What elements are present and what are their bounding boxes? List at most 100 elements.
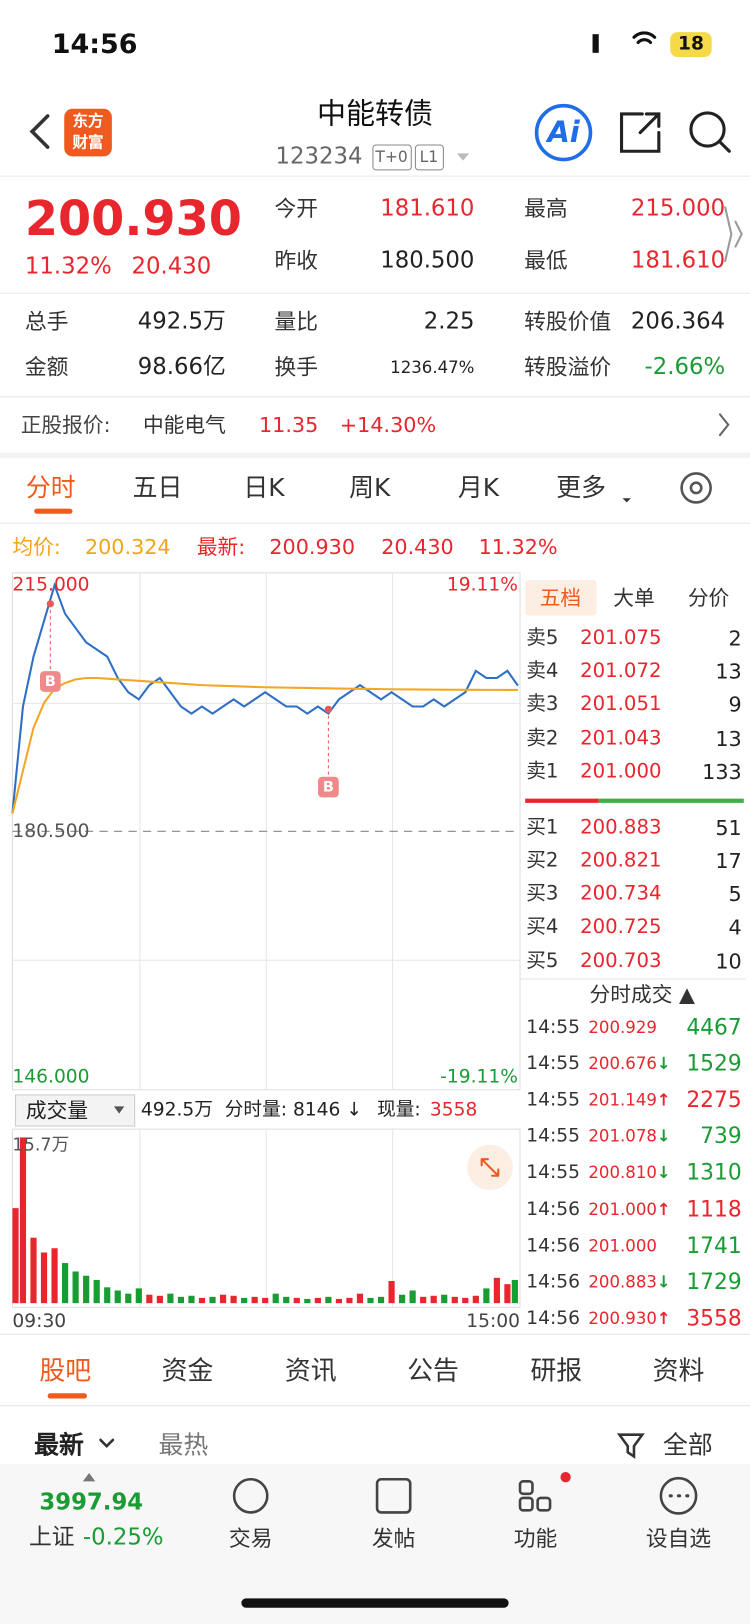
trade-volume: 2275	[686, 1087, 742, 1113]
book-tab[interactable]: 五档	[539, 585, 582, 611]
nav-item[interactable]: 设自选	[645, 1526, 712, 1552]
volume-bar	[72, 1271, 79, 1304]
field-label: 金额	[24, 354, 69, 380]
search[interactable]	[689, 111, 726, 148]
marker-label: B	[322, 778, 334, 796]
tab-bg	[525, 580, 597, 616]
y-tick-label: 15.7万	[12, 1134, 70, 1156]
settings[interactable]	[680, 472, 712, 504]
summary-text: 200.324	[84, 534, 171, 560]
book-level: 买3	[526, 882, 559, 905]
book-tab[interactable]: 大单	[613, 585, 655, 611]
chart-tab[interactable]: 日K	[243, 473, 285, 503]
bottom-tab[interactable]: 研报	[530, 1355, 583, 1386]
field-label: 最低	[524, 248, 568, 273]
trade-volume: 3558	[686, 1305, 742, 1331]
field-label: 今开	[274, 196, 319, 222]
underlying-pct: +14.30%	[339, 412, 437, 438]
sort-latest[interactable]: 最新	[34, 1430, 84, 1460]
underlying-name[interactable]: 中能电气	[142, 412, 226, 438]
book-price: 201.072	[580, 659, 662, 683]
volume-bar	[146, 1294, 153, 1304]
bottom-tab[interactable]: 公告	[407, 1355, 459, 1386]
trade-arrow: ↑	[656, 1089, 671, 1110]
nav-item[interactable]: 功能	[513, 1526, 558, 1552]
field-label: 量比	[274, 309, 319, 335]
trades-title: 分时成交 ▲	[589, 982, 695, 1007]
logo	[64, 108, 112, 157]
trade-volume: 739	[700, 1123, 742, 1149]
chart-tab[interactable]: 五日	[132, 473, 183, 503]
trade-price: 200.930	[588, 1308, 657, 1328]
volume-bar	[472, 1295, 479, 1304]
trade-price: 200.883	[588, 1271, 657, 1292]
price-line	[11, 581, 519, 814]
tag: T+0	[375, 147, 408, 167]
battery-level: 18	[677, 33, 704, 55]
volume-bar	[367, 1297, 374, 1304]
book-level: 买2	[526, 848, 559, 872]
sort-hot[interactable]: 最热	[158, 1430, 209, 1460]
volume-bar	[441, 1294, 448, 1304]
price-line	[11, 676, 518, 814]
trade-price: 201.000	[588, 1235, 657, 1256]
bottom-tab[interactable]: 股吧	[39, 1355, 92, 1386]
share[interactable]	[619, 112, 661, 153]
tag: L1	[419, 147, 439, 167]
summary-text: 最新:	[196, 534, 246, 560]
book-price: 200.821	[580, 848, 662, 872]
marker-dot	[46, 600, 54, 608]
back[interactable]	[29, 114, 50, 149]
trade-time: 14:55	[526, 1125, 580, 1148]
volume-bar	[346, 1297, 353, 1304]
book-volume: 5	[728, 881, 742, 907]
ai-label[interactable]: Ai	[547, 114, 580, 150]
volume-bar	[262, 1297, 269, 1304]
sort-all[interactable]: 全部	[662, 1430, 713, 1460]
bottom-tab[interactable]: 资金	[161, 1355, 214, 1386]
volume-bar	[12, 1208, 19, 1304]
field-value: 492.5万	[137, 308, 226, 335]
icons	[29, 31, 743, 1608]
marker-box	[39, 671, 61, 692]
volume-bar	[399, 1294, 406, 1304]
title: 中能转债	[316, 96, 434, 131]
volume-bar	[409, 1290, 416, 1304]
chart-tab[interactable]: 月K	[457, 473, 500, 503]
chart-tab[interactable]: 分时	[25, 473, 76, 503]
volume-selector[interactable]: 成交量	[25, 1098, 89, 1123]
book-level: 卖5	[526, 626, 559, 649]
volume-bar	[198, 1297, 206, 1304]
volume-bar	[125, 1293, 132, 1304]
chart-tab[interactable]: 更多	[556, 473, 607, 503]
volume-bar	[314, 1297, 321, 1304]
bottom-tab[interactable]: 资料	[652, 1355, 705, 1386]
book-level: 卖3	[526, 692, 559, 716]
dividers	[0, 144, 750, 1407]
volume-bar	[177, 1296, 185, 1304]
nav-item[interactable]: 交易	[228, 1526, 273, 1552]
chart-tab[interactable]: 周K	[349, 473, 391, 503]
trade-time: 14:55	[526, 1016, 580, 1038]
field-value: -2.66%	[644, 354, 726, 381]
trade-price: 201.078	[588, 1126, 657, 1147]
book-price: 200.883	[580, 815, 662, 839]
volume-bar	[483, 1288, 490, 1304]
ai-button[interactable]	[534, 103, 593, 162]
nav-item[interactable]: 发帖	[371, 1526, 416, 1552]
caret	[113, 1106, 125, 1114]
volume-bar	[462, 1297, 469, 1304]
book-tab[interactable]: 分价	[687, 585, 730, 611]
field-value: 2.25	[423, 308, 475, 335]
book-price: 200.725	[580, 915, 662, 939]
trade-time: 14:56	[526, 1270, 580, 1293]
trade-arrow: ↓	[656, 1162, 671, 1183]
bottom-tab[interactable]: 资讯	[284, 1355, 337, 1386]
clock: 14:56	[51, 29, 138, 61]
volume-bar	[388, 1280, 395, 1304]
trade-time: 14:55	[526, 1161, 580, 1184]
x-tick-label: 09:30	[12, 1310, 67, 1333]
summary-text: 200.930	[269, 534, 356, 560]
